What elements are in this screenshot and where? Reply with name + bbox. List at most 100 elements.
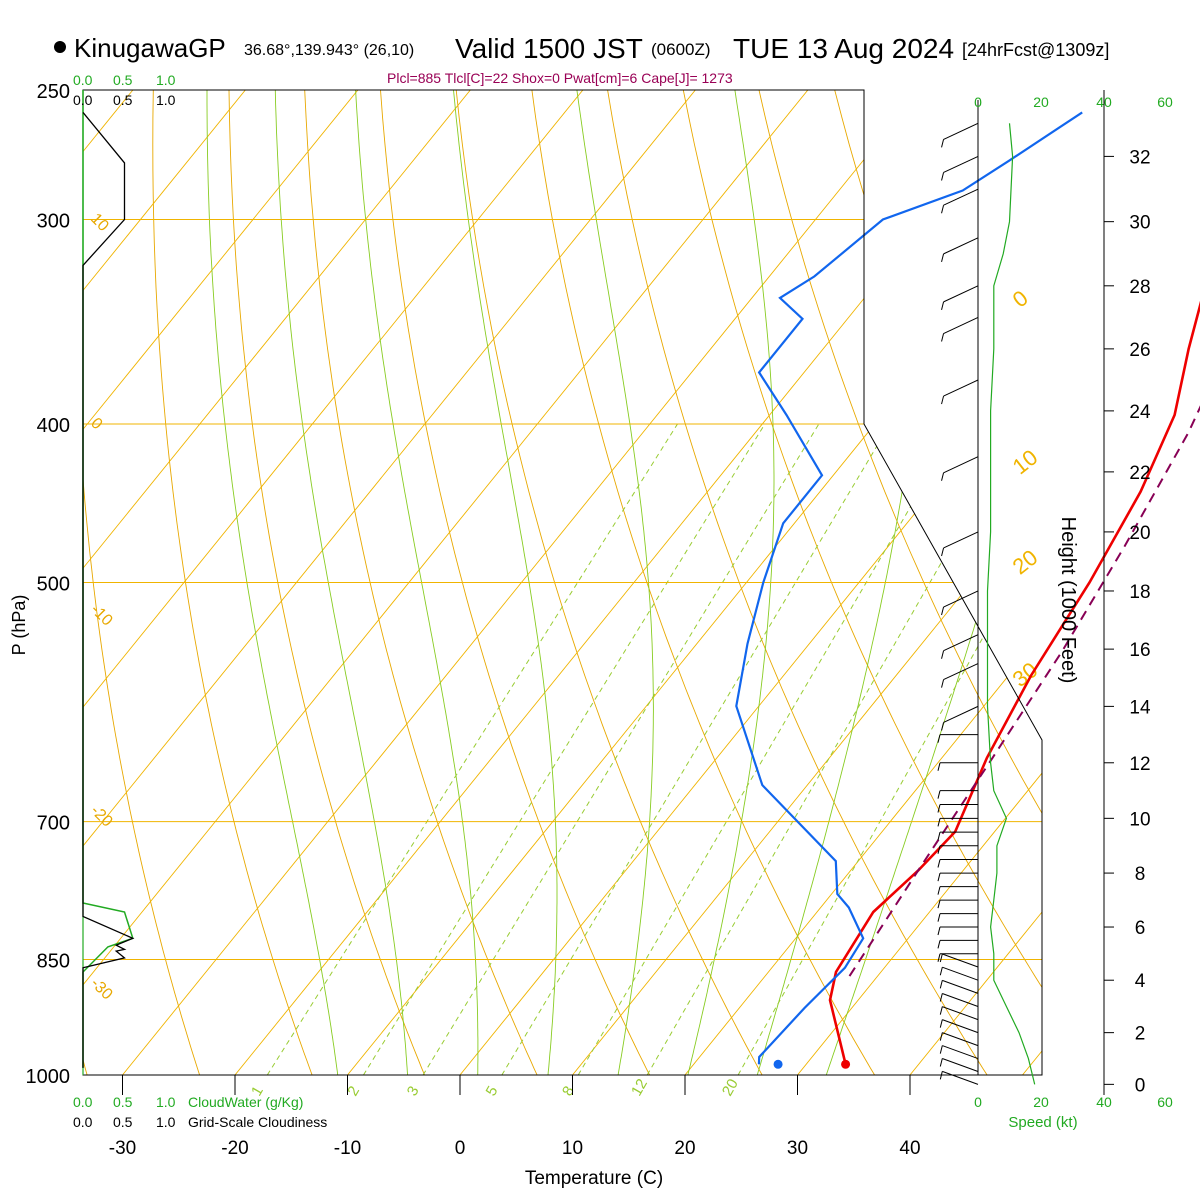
wind-barb — [943, 456, 979, 474]
pressure-tick-label: 250 — [37, 81, 70, 103]
wind-barb-flag — [941, 301, 945, 310]
height-tick-label: 2 — [1135, 1024, 1146, 1045]
wind-barb-flag — [939, 980, 943, 989]
dry-adiabat-label: -20 — [87, 802, 115, 830]
wind-barb — [943, 590, 979, 608]
isotherm-label: 20 — [1008, 545, 1043, 580]
dry-adiabat — [228, 90, 440, 1075]
cl-tick-bot-2: 1.0 — [156, 1114, 176, 1130]
height-tick-label: 28 — [1129, 277, 1150, 298]
wind-barb — [943, 155, 979, 173]
wind-barb-flag — [937, 762, 941, 771]
wind-barb — [942, 953, 979, 968]
profile-lines — [735, 111, 1200, 1069]
wind-barb — [942, 1006, 979, 1021]
cl-tick-top-2: 1.0 — [156, 92, 176, 108]
cl-tick-bot-0: 0.0 — [73, 1114, 93, 1130]
speed-tick-bot-0: 0 — [974, 1094, 982, 1110]
moist-adiabat — [353, 90, 479, 1075]
dry-adiabat — [677, 90, 1042, 1075]
moist-adiabat — [813, 90, 1042, 1075]
height-tick-label: 18 — [1129, 582, 1150, 603]
pressure-tick-label: 500 — [37, 574, 70, 596]
cw-tick-bot-0: 0.0 — [73, 1094, 93, 1110]
moist-adiabat — [274, 90, 410, 1075]
wind-barb-flag — [939, 993, 943, 1002]
wind-barb-flag — [941, 606, 945, 616]
wind-barb — [942, 1070, 979, 1085]
pressure-tick-label: 700 — [37, 813, 70, 835]
wind-barb-flag — [939, 1006, 943, 1015]
x-tick-label: 30 — [787, 1138, 808, 1159]
wind-barb — [943, 379, 979, 397]
x-tick-label: -10 — [334, 1138, 361, 1159]
wind-barb-flag — [941, 650, 945, 659]
wind-barb-flag — [937, 913, 941, 922]
mixing-ratio-label: 20 — [719, 1076, 742, 1099]
wind-barb — [942, 966, 979, 981]
cloudwater-label: CloudWater (g/Kg) — [188, 1094, 303, 1110]
cw-tick-top-0: 0.0 — [73, 72, 93, 88]
pressure-tick-label: 850 — [37, 951, 70, 973]
isotherm — [83, 90, 270, 1075]
wind-barb-flag — [937, 790, 941, 799]
mixing-ratio-label: 3 — [404, 1083, 423, 1099]
dry-adiabat — [752, 90, 1042, 1075]
cloud-water-line — [82, 90, 134, 1068]
isotherm — [656, 90, 1042, 1075]
wind-barb-flag — [937, 940, 941, 949]
y-axis-title: P (hPa) — [9, 595, 29, 656]
dewpoint-surface-point — [773, 1059, 783, 1069]
height-tick-label: 10 — [1129, 809, 1150, 830]
wind-barb-flag — [937, 859, 941, 868]
height-tick-label: 4 — [1135, 971, 1146, 992]
speed-axis-title: Speed (kt) — [1008, 1114, 1077, 1131]
wind-barb-flag — [941, 205, 945, 214]
height-tick-label: 8 — [1135, 864, 1146, 885]
wind-barb — [942, 1058, 979, 1072]
cl-tick-bot-1: 0.5 — [113, 1114, 133, 1130]
height-tick-label: 20 — [1129, 523, 1150, 544]
dewpoint-line — [735, 111, 1083, 1065]
wind-barb-flag — [939, 953, 943, 963]
height-tick-label: 6 — [1135, 918, 1146, 939]
station-name: KinugawaGP — [74, 33, 226, 63]
wind-barb-flag — [941, 722, 945, 731]
dry-adiabat — [602, 90, 1010, 1075]
temperature-surface-point — [841, 1059, 851, 1069]
wind-speed-line — [986, 123, 1036, 1085]
moist-adiabat — [450, 90, 558, 1075]
cl-tick-top-0: 0.0 — [73, 92, 93, 108]
wind-barb-flag — [937, 900, 941, 909]
x-tick-label: 20 — [674, 1138, 695, 1159]
wind-barb-flag — [937, 953, 941, 962]
wind-barb — [942, 979, 979, 994]
speed-tick-bot-2: 40 — [1096, 1094, 1112, 1110]
indices-line: Plcl=885 Tlcl[C]=22 Shox=0 Pwat[cm]=6 Ca… — [387, 70, 733, 86]
wind-barb-flag — [941, 253, 945, 262]
moist-adiabat — [572, 90, 654, 1075]
mixing-ratio-line — [737, 423, 1042, 1075]
wind-barb-flag — [939, 967, 943, 976]
pressure-tick-label: 1000 — [26, 1066, 71, 1088]
wind-barb-flag — [937, 734, 941, 743]
isotherm-label: 0 — [1008, 285, 1033, 312]
pressure-tick-label: 300 — [37, 211, 70, 233]
dry-adiabat — [452, 90, 782, 1075]
wind-barb — [943, 531, 979, 549]
wind-panel — [937, 100, 1041, 1085]
wind-barb-flag — [939, 1019, 943, 1028]
height-tick-label: 12 — [1129, 754, 1150, 775]
valid-time: Valid 1500 JST — [455, 33, 643, 64]
height-tick-label: 0 — [1135, 1075, 1146, 1096]
isotherm — [83, 90, 495, 1075]
wind-barb-flag — [937, 831, 941, 841]
speed-tick-top-2: 40 — [1096, 94, 1112, 110]
isotherm — [83, 90, 157, 1075]
wind-barb — [942, 1032, 979, 1047]
mixing-ratio-label: 12 — [628, 1076, 651, 1099]
moist-adiabat — [206, 90, 343, 1075]
dry-adiabat-label: 10 — [87, 210, 112, 235]
